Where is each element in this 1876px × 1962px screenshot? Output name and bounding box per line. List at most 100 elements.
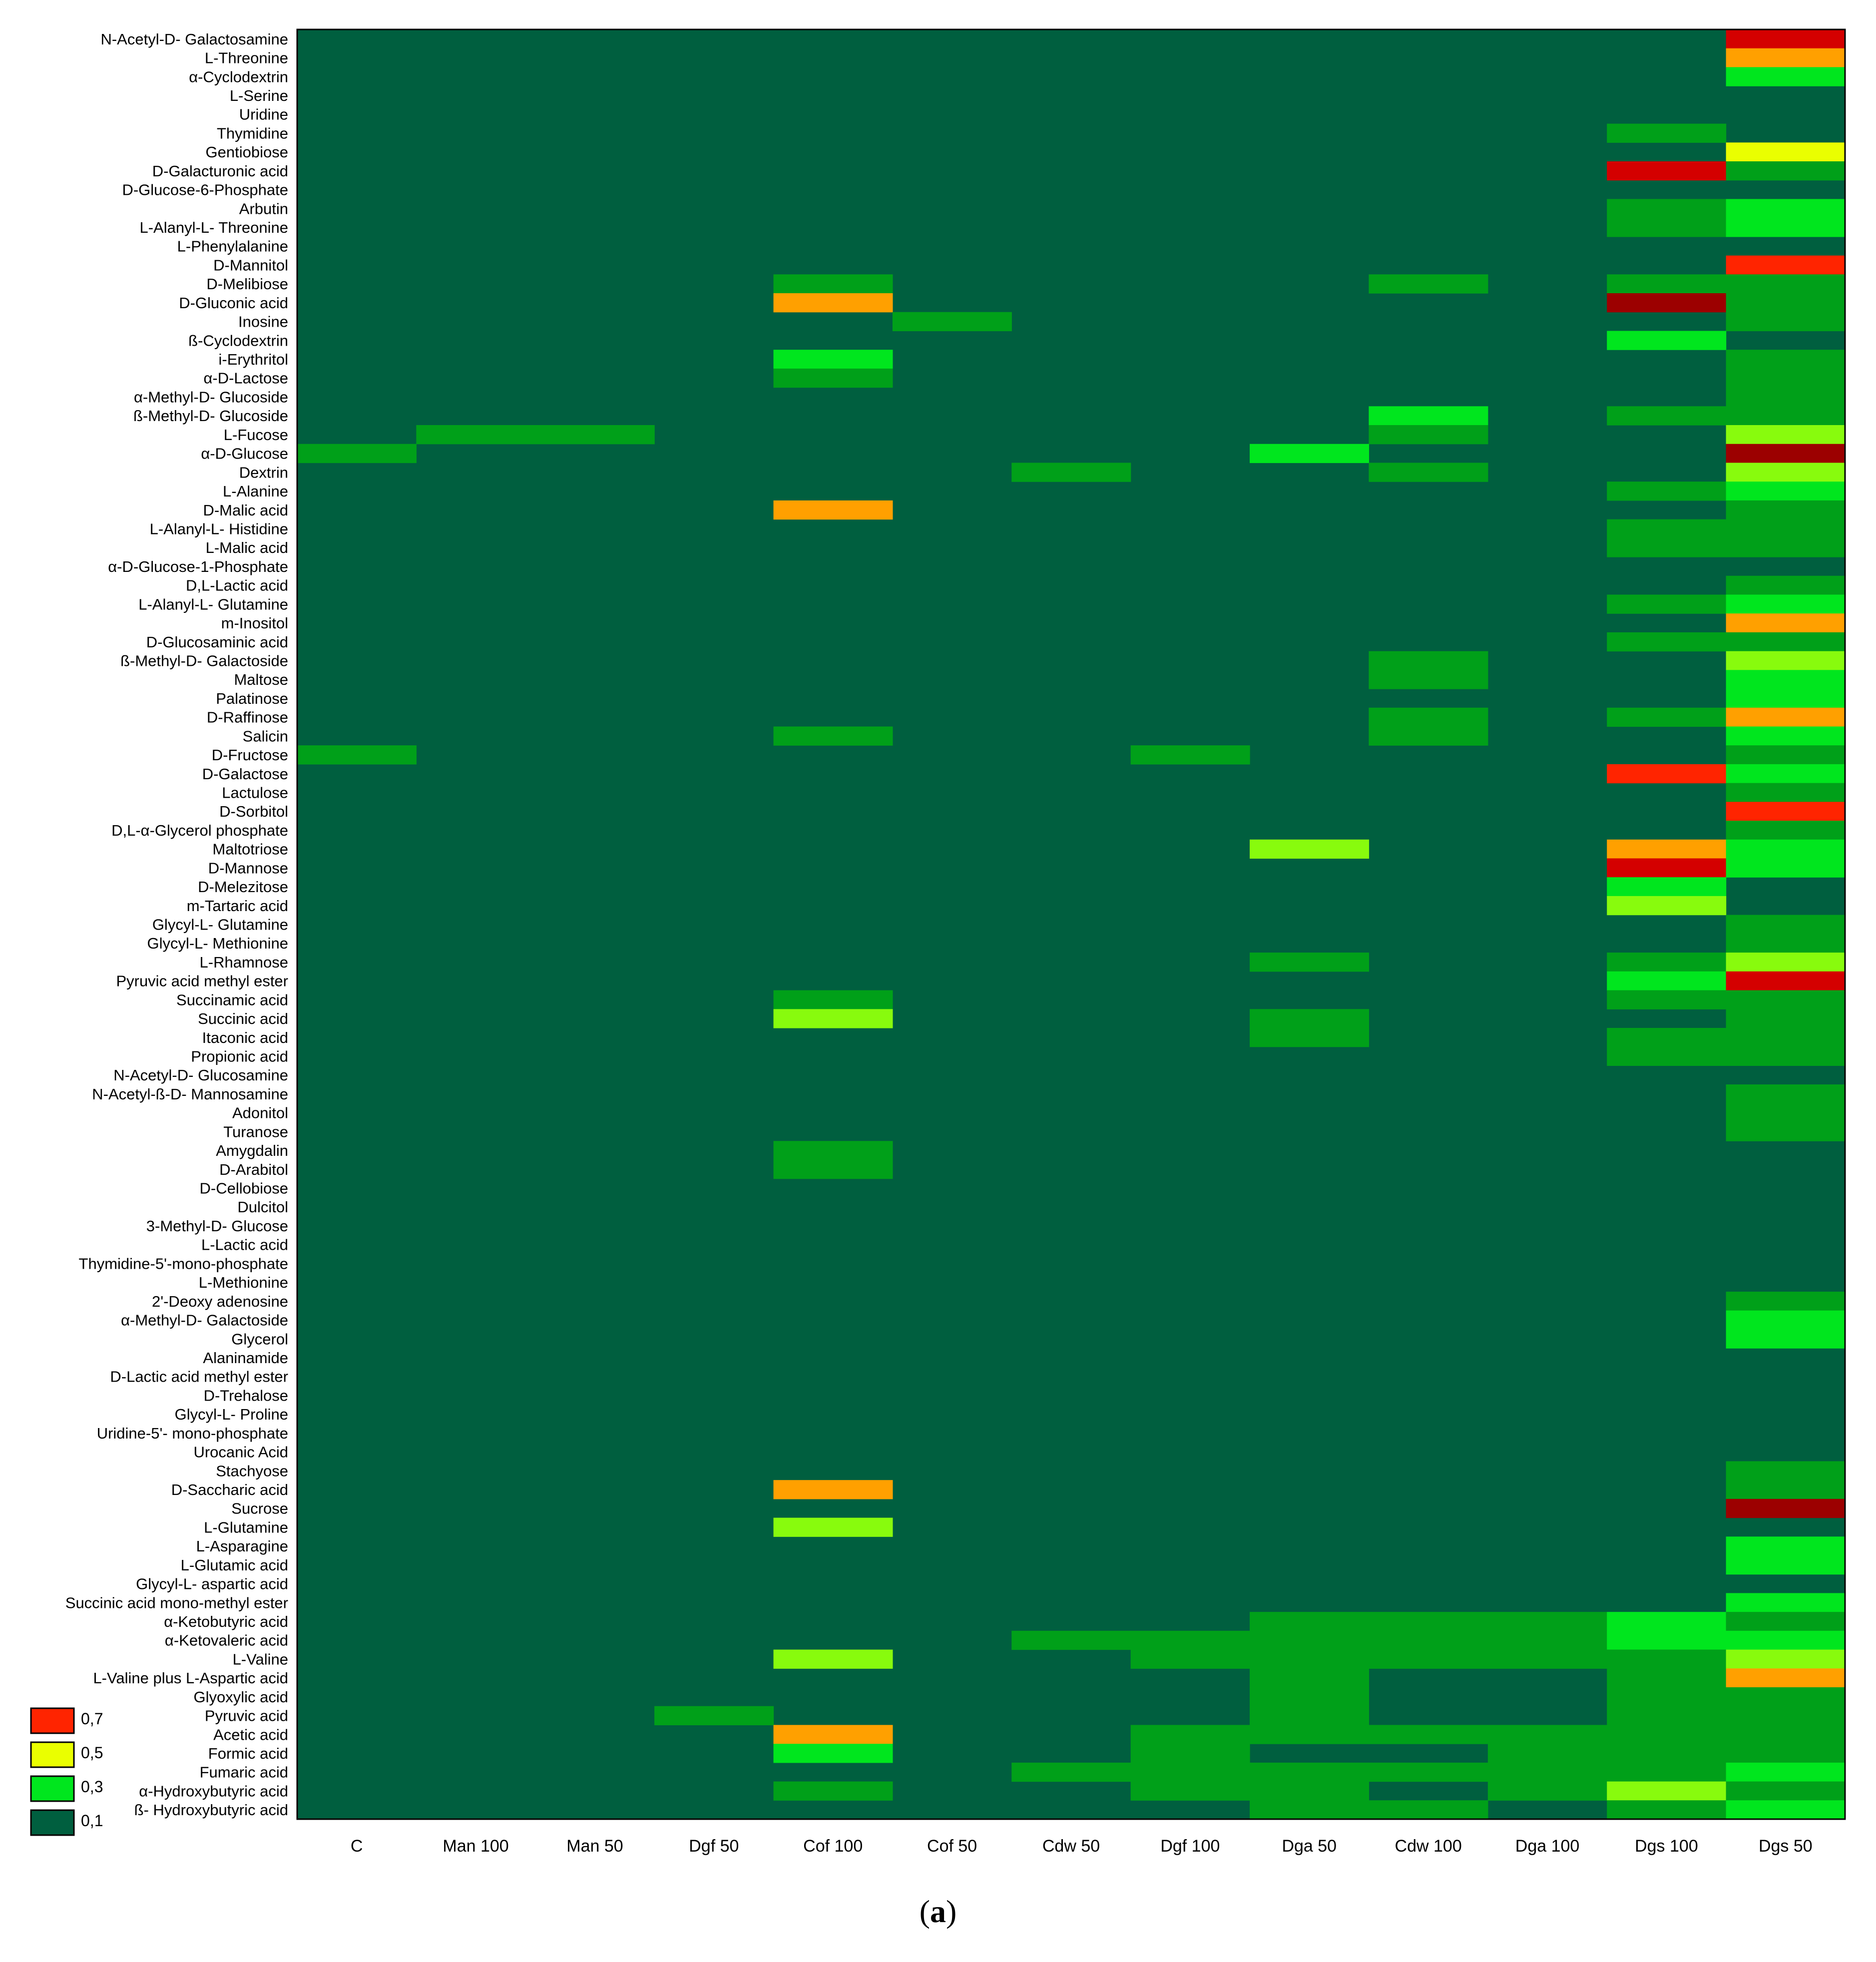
legend-swatch — [30, 1775, 75, 1802]
heatmap-cell — [654, 1706, 774, 1726]
heatmap-cell — [1726, 1498, 1846, 1518]
heatmap-cell — [773, 1781, 893, 1801]
heatmap-cell — [1726, 613, 1846, 633]
heatmap-cell — [1726, 1744, 1846, 1763]
heatmap-cell — [1607, 1630, 1727, 1650]
heatmap-cell — [1726, 519, 1846, 538]
row-label: D-Melezitose — [198, 878, 288, 896]
heatmap-cell — [1369, 1762, 1488, 1782]
row-label: Turanose — [223, 1123, 288, 1140]
heatmap-cell — [1369, 274, 1488, 294]
heatmap-cell — [1726, 274, 1846, 294]
row-label: 2'-Deoxy adenosine — [152, 1293, 288, 1310]
column-label: Man 100 — [443, 1837, 508, 1856]
heatmap-cell — [1726, 1668, 1846, 1688]
heatmap-cell — [773, 1141, 893, 1160]
column-label: Cof 100 — [803, 1837, 863, 1856]
heatmap-cell — [1607, 594, 1727, 614]
heatmap-cell — [1607, 1725, 1727, 1744]
heatmap-cell — [1607, 1046, 1727, 1066]
heatmap-cell — [1726, 858, 1846, 878]
row-label: α-D-Glucose — [201, 445, 288, 463]
row-label: L-Asparagine — [196, 1537, 288, 1555]
heatmap-cell — [1726, 482, 1846, 501]
row-label: α-Hydroxybutyric acid — [139, 1782, 288, 1800]
heatmap-cell — [1726, 1630, 1846, 1650]
heatmap-cell — [1726, 1310, 1846, 1330]
row-label: Maltotriose — [212, 841, 288, 858]
row-label: L-Alanine — [223, 483, 288, 500]
row-label: Propionic acid — [191, 1048, 288, 1065]
row-label: N-Acetyl-D- Galactosamine — [100, 30, 288, 48]
heatmap-cell — [1726, 1762, 1846, 1782]
heatmap-cell — [1726, 1555, 1846, 1575]
heatmap-cell — [1011, 463, 1131, 482]
heatmap-cell — [773, 1725, 893, 1744]
heatmap-cell — [1607, 406, 1727, 426]
row-label: D-Mannitol — [213, 256, 288, 274]
row-label: D-Glucosaminic acid — [146, 633, 288, 651]
heatmap-cell — [1607, 199, 1727, 218]
heatmap-cell — [1607, 482, 1727, 501]
row-label: Palatinose — [216, 690, 288, 707]
heatmap-cell — [297, 444, 417, 464]
heatmap-cell — [1130, 1744, 1250, 1763]
heatmap-cell — [1726, 594, 1846, 614]
heatmap-cell — [1607, 764, 1727, 784]
row-label: α-Ketobutyric acid — [164, 1613, 288, 1630]
row-label: α-D-Glucose-1-Phosphate — [108, 558, 288, 575]
heatmap-cell — [1726, 1725, 1846, 1744]
heatmap-cell — [1250, 1009, 1370, 1028]
row-label: L-Alanyl-L- Histidine — [150, 520, 288, 537]
heatmap-cell — [1726, 651, 1846, 670]
heatmap-cell — [1726, 312, 1846, 332]
heatmap-cell — [1726, 821, 1846, 840]
heatmap-cell — [1130, 1781, 1250, 1801]
heatmap-cell — [1726, 387, 1846, 407]
heatmap-cell — [1607, 538, 1727, 557]
heatmap-cell — [773, 1009, 893, 1028]
heatmap-cell — [1607, 161, 1727, 181]
row-label: Maltose — [234, 671, 288, 688]
heatmap-cell — [1487, 1781, 1607, 1801]
heatmap-cell — [1250, 1027, 1370, 1047]
heatmap-cell — [1726, 1706, 1846, 1726]
row-label: Glycyl-L- aspartic acid — [136, 1575, 288, 1593]
heatmap-cell — [1487, 1725, 1607, 1744]
heatmap-cell — [1487, 1630, 1607, 1650]
heatmap-cell — [1726, 915, 1846, 934]
row-label: L-Glutamic acid — [181, 1556, 288, 1574]
plot-frame — [296, 28, 1846, 1820]
heatmap-cell — [1726, 1046, 1846, 1066]
row-label: L-Valine — [233, 1650, 288, 1668]
row-label: D-Melibiose — [206, 275, 288, 293]
heatmap-cell — [1369, 1800, 1488, 1820]
row-label: D-Mannose — [208, 859, 288, 877]
heatmap-cell — [1607, 896, 1727, 916]
heatmap-cell — [1726, 1687, 1846, 1707]
heatmap-cell — [1607, 1781, 1727, 1801]
heatmap-cell — [1487, 1649, 1607, 1669]
row-label: Succinic acid mono-methyl ester — [65, 1594, 288, 1611]
heatmap-cell — [1607, 858, 1727, 878]
row-label: Glycyl-L- Methionine — [147, 935, 288, 952]
column-label: Dgs 50 — [1759, 1837, 1813, 1856]
column-labels: C Man 100 Man 50 Dgf 50 Cof 100 Cof 50 Cdw 50 D… — [351, 1837, 1813, 1856]
heatmap-cell — [1726, 1329, 1846, 1349]
heatmap-cell — [1250, 953, 1370, 972]
heatmap-cell — [773, 1480, 893, 1499]
heatmap-cell — [1726, 575, 1846, 595]
column-label: Cof 50 — [927, 1837, 977, 1856]
heatmap-cell — [1250, 1630, 1370, 1650]
row-label: Fumaric acid — [200, 1764, 288, 1781]
row-label: D-Fructose — [212, 746, 288, 764]
row-label: Glycerol — [231, 1330, 288, 1348]
row-label: Succinamic acid — [176, 991, 288, 1008]
row-label: Glyoxylic acid — [194, 1688, 289, 1706]
legend-label: 0,1 — [81, 1812, 103, 1830]
heatmap-cell — [416, 425, 536, 445]
heatmap-cell — [1726, 255, 1846, 275]
heatmap-cell — [1726, 1122, 1846, 1141]
heatmap-cell — [1726, 1593, 1846, 1612]
